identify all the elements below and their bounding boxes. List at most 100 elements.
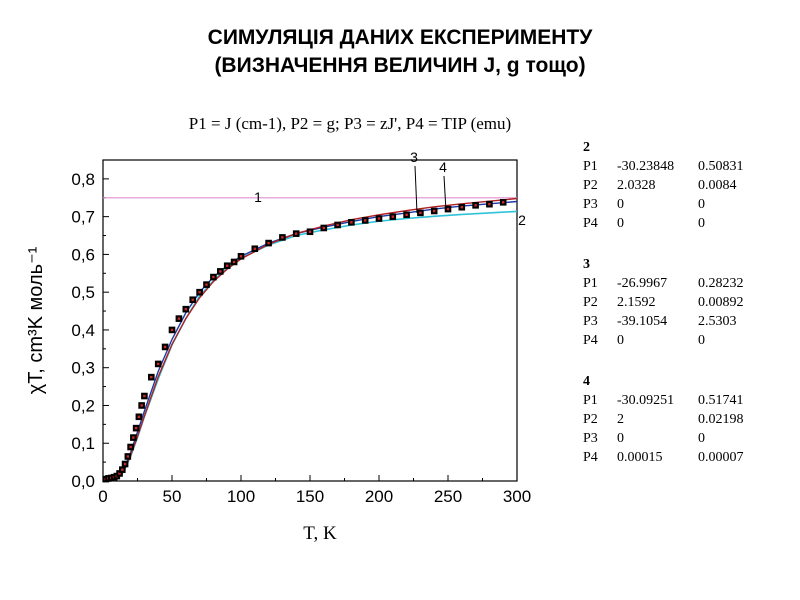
parameter-legend: P1 = J (cm-1), P2 = g; P3 = zJ', P4 = TI…: [188, 114, 512, 133]
x-tick-label: 250: [434, 487, 462, 506]
y-tick-label: 0,5: [71, 283, 95, 302]
data-point-center: [308, 230, 312, 233]
curve-label-2: 2: [518, 212, 526, 228]
fit-row: P1 -30.09251 0.51741: [583, 391, 798, 410]
param-value: -30.23848: [617, 159, 675, 174]
param-name: P2: [583, 412, 598, 427]
fit-row: P2 2.1592 0.00892: [583, 293, 798, 312]
title-line-2: (ВИЗНАЧЕННЯ ВЕЛИЧИН J, g тощо): [214, 54, 586, 77]
fit-row: P2 2 0.02198: [583, 410, 798, 429]
param-error: 0: [698, 431, 705, 446]
param-value: -30.09251: [617, 393, 675, 408]
fit-row: P3 -39.1054 2.5303: [583, 312, 798, 331]
fit-row: P4 0 0: [583, 214, 798, 233]
data-point-center: [364, 219, 367, 222]
param-value: 2.0328: [617, 178, 656, 193]
data-point-center: [295, 232, 298, 235]
data-point-center: [205, 283, 208, 286]
curve-3: [103, 200, 518, 482]
data-point-center: [118, 472, 121, 475]
param-error: 0.00892: [698, 295, 744, 310]
data-point-center: [226, 264, 229, 267]
axis-labels: 0 50 100 150 200 250 300 0,0 0,1 0,2 0,3 0,4 0,5 0,6 0…: [25, 149, 531, 544]
fit-block-2: 2 P1 -30.23848 0.50831 P2 2.0328 0.0084 P3 0 0 P4 0…: [583, 138, 798, 233]
param-name: P2: [583, 178, 598, 193]
data-point-center: [126, 455, 130, 458]
fit-row: P3 0 0: [583, 195, 798, 214]
fit-number: 2: [583, 140, 590, 155]
data-point-center: [474, 204, 477, 207]
fit-row: P4 0.00015 0.00007: [583, 448, 798, 467]
data-point-center: [253, 247, 256, 250]
curve-label-3: 3: [410, 149, 418, 165]
data-point-center: [163, 345, 167, 349]
data-point-center: [322, 226, 325, 230]
param-value: 0: [617, 197, 624, 212]
data-point-center: [232, 260, 236, 264]
experimental-points: [102, 198, 507, 483]
param-error: 0.51741: [698, 393, 744, 408]
param-name: P3: [583, 314, 598, 329]
fit-row: P1 -30.23848 0.50831: [583, 157, 798, 176]
data-point-center: [446, 207, 450, 211]
curve-label-1: 1: [254, 189, 262, 205]
fit-number: 3: [583, 257, 590, 272]
data-point-center: [129, 445, 132, 449]
curve-4: [103, 197, 518, 482]
data-point-center: [170, 328, 174, 332]
param-name: P3: [583, 197, 598, 212]
data-point-center: [134, 426, 138, 430]
data-point-center: [405, 213, 408, 216]
data-point-center: [132, 436, 135, 439]
x-tick-label: 50: [163, 487, 182, 506]
x-tick-label: 150: [296, 487, 324, 506]
param-error: 0.50831: [698, 159, 744, 174]
fit-curves: [103, 197, 518, 482]
fit-row: P2 2.0328 0.0084: [583, 176, 798, 195]
param-value: 0: [617, 216, 624, 231]
data-point-center: [123, 462, 127, 466]
title-line-1: СИМУЛЯЦІЯ ДАНИХ ЕКСПЕРИМЕНТУ: [207, 26, 593, 49]
param-error: 0.28232: [698, 276, 744, 291]
data-point-center: [184, 307, 187, 311]
fit-results-panel: 2 P1 -30.23848 0.50831 P2 2.0328 0.0084 P3 0 0 P4 0…: [583, 138, 798, 489]
y-tick-label: 0,6: [71, 245, 95, 264]
data-point-center: [267, 241, 270, 245]
y-tick-label: 0,0: [71, 472, 95, 491]
data-point-center: [336, 223, 339, 227]
param-name: P1: [583, 159, 598, 174]
x-tick-label: 200: [365, 487, 393, 506]
param-value: 0: [617, 333, 624, 348]
data-point-center: [460, 206, 463, 209]
data-point-center: [239, 255, 243, 258]
param-name: P1: [583, 393, 598, 408]
param-error: 0.02198: [698, 412, 744, 427]
param-value: 2.1592: [617, 295, 656, 310]
fit-block-4: 4 P1 -30.09251 0.51741 P2 2 0.02198 P3 0 0 P4 0.000…: [583, 372, 798, 467]
x-axis-label: T, K: [303, 523, 337, 544]
param-name: P4: [583, 216, 598, 231]
fit-number: 4: [583, 374, 590, 389]
curve-pointer-3: [414, 165, 418, 214]
param-name: P4: [583, 333, 598, 348]
param-value: 0: [617, 431, 624, 446]
data-point-center: [121, 468, 124, 471]
data-point-center: [350, 221, 353, 224]
data-point-center: [502, 201, 505, 204]
axes-frame: [102, 159, 518, 482]
x-tick-label: 0: [98, 487, 107, 506]
data-point-center: [488, 202, 491, 206]
x-tick-label: 100: [227, 487, 255, 506]
param-error: 0: [698, 216, 705, 231]
data-point-center: [419, 211, 422, 215]
param-error: 0.00007: [698, 450, 744, 465]
data-point-center: [391, 215, 394, 218]
y-tick-label: 0,3: [71, 359, 95, 378]
x-tick-label: 300: [503, 487, 531, 506]
page-title: СИМУЛЯЦІЯ ДАНИХ ЕКСПЕРИМЕНТУ (ВИЗНАЧЕННЯ…: [0, 24, 800, 80]
plot-frame: [102, 159, 518, 482]
param-name: P2: [583, 295, 598, 310]
y-tick-label: 0,2: [71, 396, 95, 415]
data-point-center: [281, 236, 284, 239]
fit-row: P1 -26.9967 0.28232: [583, 274, 798, 293]
